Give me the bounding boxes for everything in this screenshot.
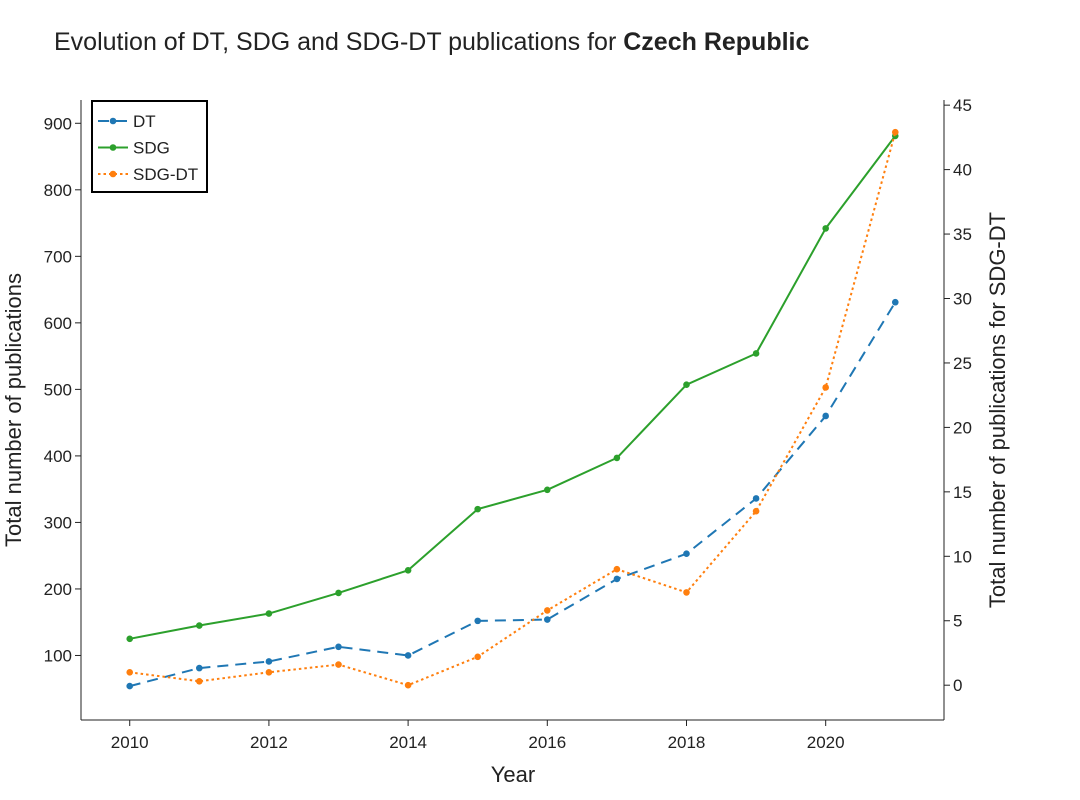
legend-label-sdg-dt: SDG-DT — [133, 165, 198, 184]
series-line — [129, 131, 897, 687]
y2-tick-label: 35 — [953, 225, 972, 244]
axes: 2010 2012 2014 2016 2018 20201002003004005006… — [44, 96, 972, 752]
data-point — [335, 589, 342, 597]
data-point — [265, 658, 273, 665]
data-point — [822, 225, 829, 232]
legend: DT SDG SDG-DT — [91, 100, 208, 193]
series-line — [129, 301, 897, 688]
data-point — [683, 589, 690, 596]
y-tick-label: 700 — [44, 247, 72, 266]
legend-label-sdg: SDG — [133, 139, 170, 158]
y-tick-label: 100 — [44, 646, 72, 665]
data-point — [543, 616, 551, 623]
data-point — [613, 575, 621, 583]
x-tick-label: 2020 — [807, 733, 845, 752]
data-point — [126, 635, 134, 643]
data-point — [126, 682, 134, 690]
data-point — [196, 664, 203, 672]
data-point — [613, 565, 621, 573]
data-point — [404, 681, 412, 689]
data-point — [543, 486, 551, 494]
legend-marker-sdg-dt — [109, 170, 117, 178]
x-tick-label: 2016 — [528, 733, 566, 752]
legend-marker-sdg — [109, 144, 117, 151]
data-point — [404, 567, 412, 574]
data-point — [891, 128, 899, 136]
legend-marker-dt — [109, 117, 117, 125]
y2-tick-label: 5 — [953, 612, 962, 631]
data-point — [196, 678, 203, 685]
data-point — [822, 412, 829, 420]
y-axis-title: Total number of publications — [1, 273, 26, 547]
y2-tick-label: 20 — [953, 418, 972, 437]
data-point — [404, 652, 412, 659]
series-line — [129, 135, 897, 640]
series-dt — [126, 298, 899, 690]
y-tick-label: 900 — [44, 114, 72, 133]
y-tick-label: 500 — [44, 380, 72, 399]
data-point — [196, 622, 203, 629]
y2-tick-label: 25 — [953, 354, 972, 373]
series-sdg — [126, 132, 899, 643]
y2-tick-label: 0 — [953, 676, 962, 695]
chart-title: Evolution of DT, SDG and SDG-DT publicat… — [54, 28, 809, 56]
data-point — [126, 669, 134, 676]
data-point — [891, 298, 899, 306]
y2-axis-title: Total number of publications for SDG-DT — [985, 212, 1010, 608]
data-point — [265, 610, 273, 617]
series-layer — [126, 128, 899, 690]
data-point — [474, 505, 482, 513]
data-point — [683, 550, 690, 557]
x-tick-label: 2018 — [668, 733, 706, 752]
y-tick-label: 800 — [44, 181, 72, 200]
data-point — [474, 653, 482, 661]
y-tick-label: 200 — [44, 580, 72, 599]
data-point — [683, 381, 690, 389]
y2-tick-label: 15 — [953, 483, 972, 502]
y2-tick-label: 10 — [953, 547, 972, 566]
y-tick-label: 600 — [44, 314, 72, 333]
y2-tick-label: 30 — [953, 290, 972, 309]
x-axis-title: Year — [491, 762, 535, 787]
x-tick-label: 2012 — [250, 733, 288, 752]
series-sdg-dt — [126, 128, 899, 689]
y-tick-label: 300 — [44, 513, 72, 532]
data-point — [265, 669, 273, 676]
legend-label-dt: DT — [133, 112, 156, 131]
data-point — [752, 350, 760, 357]
data-point — [752, 495, 760, 502]
data-point — [613, 454, 621, 462]
data-point — [822, 384, 829, 391]
data-point — [335, 661, 342, 668]
data-point — [474, 617, 482, 625]
y-tick-label: 400 — [44, 447, 72, 466]
data-point — [335, 643, 342, 651]
x-tick-label: 2014 — [389, 733, 427, 752]
y2-tick-label: 45 — [953, 96, 972, 115]
y2-tick-label: 40 — [953, 161, 972, 180]
x-tick-label: 2010 — [111, 733, 149, 752]
data-point — [543, 607, 551, 614]
data-point — [752, 507, 760, 515]
